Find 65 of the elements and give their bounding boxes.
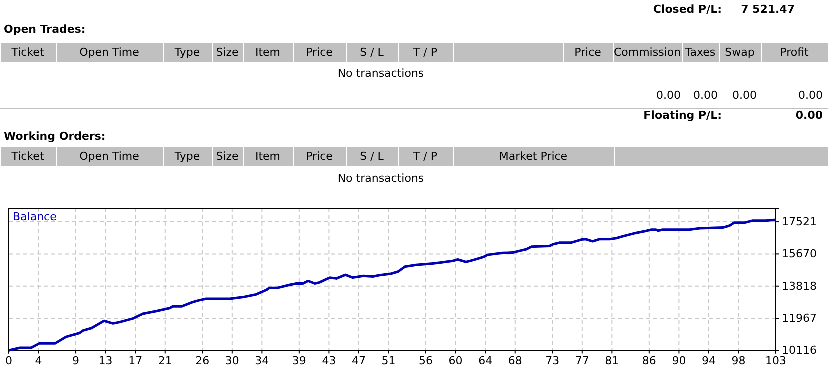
text: Open Time (80, 150, 140, 163)
text: Size (216, 150, 240, 163)
x-tick-label: 47 (352, 354, 366, 368)
x-tick-label: 64 (478, 354, 493, 368)
text: Type (174, 46, 200, 59)
x-tick-label: 86 (642, 354, 656, 368)
x-tick-label: 56 (419, 354, 434, 368)
y-tick-label: 15670 (782, 248, 817, 261)
x-tick-label: 39 (292, 354, 306, 368)
text: 0.00 (732, 89, 757, 102)
text: S / L (360, 46, 385, 59)
x-tick-label: 26 (196, 354, 210, 368)
text: Commission (614, 46, 682, 59)
y-tick-label: 10116 (782, 344, 817, 358)
text: No transactions (338, 67, 424, 80)
x-tick-label: 73 (546, 354, 560, 368)
text: T / P (412, 150, 438, 163)
x-tick-label: 103 (766, 354, 786, 368)
text: Working Orders: (4, 130, 106, 143)
x-tick-label: 4 (35, 354, 42, 368)
x-tick-label: 34 (255, 354, 270, 368)
text: Closed P/L: (653, 3, 722, 16)
text: Price (306, 150, 334, 163)
x-tick-label: 21 (158, 354, 172, 368)
y-tick-label: 17521 (782, 216, 817, 229)
x-tick-label: 90 (672, 354, 686, 368)
text: Price (306, 46, 334, 59)
text: 0.00 (798, 89, 823, 102)
x-tick-label: 98 (732, 354, 746, 368)
x-tick-label: 17 (128, 354, 143, 368)
x-tick-label: 9 (72, 354, 80, 368)
text: Size (216, 46, 240, 59)
text: T / P (412, 46, 438, 59)
x-tick-label: 68 (508, 354, 522, 368)
text: 0.00 (694, 89, 718, 102)
text: Ticket (10, 46, 45, 59)
text: S / L (360, 150, 385, 163)
x-tick-label: 51 (382, 354, 396, 368)
text: Price (574, 46, 602, 59)
x-tick-label: 43 (322, 354, 336, 368)
y-tick-label: 11967 (782, 312, 817, 326)
text: Item (255, 150, 281, 163)
x-tick-label: 60 (448, 354, 463, 368)
text: Ticket (10, 150, 45, 163)
text: Balance (13, 210, 58, 224)
text: Item (255, 46, 281, 59)
x-tick-label: 0 (6, 354, 12, 368)
text: 7 521.47 (741, 3, 795, 16)
x-tick-label: 13 (98, 354, 113, 368)
text: Type (174, 150, 200, 163)
text: Floating P/L: (644, 109, 722, 122)
text: No transactions (338, 172, 424, 185)
text: Open Time (80, 46, 140, 59)
x-tick-label: 94 (702, 354, 716, 368)
text: Market Price (499, 150, 568, 163)
x-tick-label: 30 (225, 354, 240, 368)
text: Profit (780, 46, 810, 59)
x-tick-label: 81 (605, 354, 620, 368)
x-tick-label: 77 (575, 354, 590, 368)
text: Open Trades: (4, 23, 86, 36)
text: 0.00 (656, 89, 681, 102)
y-tick-label: 13818 (782, 280, 817, 293)
text: 0.00 (796, 109, 824, 122)
text: Swap (725, 46, 755, 59)
text: Taxes (684, 46, 716, 59)
